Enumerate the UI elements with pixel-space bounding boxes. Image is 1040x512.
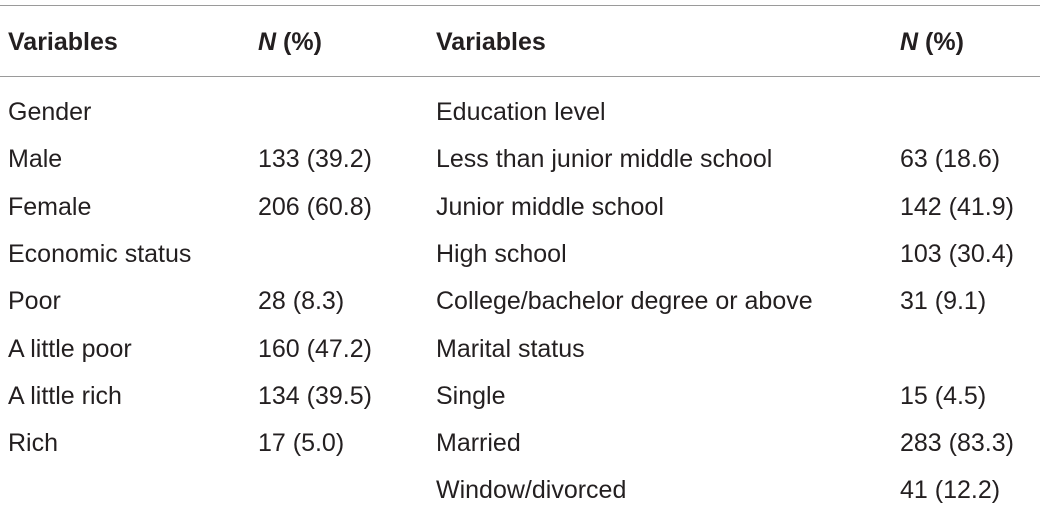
variable-cell: Economic status bbox=[8, 239, 192, 268]
variable-cell: Poor bbox=[8, 287, 61, 316]
header-italic: N bbox=[258, 28, 277, 56]
value-cell: 142 (41.9) bbox=[900, 192, 1014, 221]
variable-cell: Window/divorced bbox=[436, 476, 627, 505]
variable-cell: Female bbox=[8, 192, 92, 221]
variable-cell: A little rich bbox=[8, 381, 122, 410]
header-cell: Variables bbox=[8, 28, 118, 56]
variable-cell: College/bachelor degree or above bbox=[436, 287, 813, 316]
variable-cell: Less than junior middle school bbox=[436, 145, 773, 174]
top-rule bbox=[0, 5, 1040, 6]
header-text: (%) bbox=[283, 28, 322, 56]
header-rule bbox=[0, 76, 1040, 77]
value-cell: 206 (60.8) bbox=[258, 192, 372, 221]
value-cell: 160 (47.2) bbox=[258, 334, 372, 363]
value-cell: 31 (9.1) bbox=[900, 287, 987, 316]
variable-cell: Education level bbox=[436, 98, 606, 126]
header-cell: N (%) bbox=[258, 27, 322, 57]
variable-cell: Marital status bbox=[436, 334, 585, 363]
value-cell: 28 (8.3) bbox=[258, 287, 345, 316]
header-text: (%) bbox=[925, 28, 964, 56]
header-cell: Variables bbox=[436, 28, 546, 56]
value-cell: 15 (4.5) bbox=[900, 381, 987, 410]
value-cell: 134 (39.5) bbox=[258, 381, 372, 410]
variable-cell: Junior middle school bbox=[436, 192, 664, 221]
header-italic: N bbox=[900, 28, 919, 56]
variable-cell: A little poor bbox=[8, 334, 132, 363]
value-cell: 283 (83.3) bbox=[900, 429, 1014, 458]
variable-cell: Single bbox=[436, 381, 506, 410]
variable-cell: Rich bbox=[8, 429, 59, 458]
value-cell: 17 (5.0) bbox=[258, 429, 345, 458]
variable-cell: Male bbox=[8, 145, 63, 174]
variable-cell: Married bbox=[436, 429, 521, 458]
value-cell: 103 (30.4) bbox=[900, 239, 1014, 268]
header-cell: N (%) bbox=[900, 27, 964, 57]
value-cell: 41 (12.2) bbox=[900, 476, 1001, 505]
variable-cell: Gender bbox=[8, 98, 92, 126]
variable-cell: High school bbox=[436, 239, 567, 268]
value-cell: 63 (18.6) bbox=[900, 145, 1001, 174]
value-cell: 133 (39.2) bbox=[258, 145, 372, 174]
